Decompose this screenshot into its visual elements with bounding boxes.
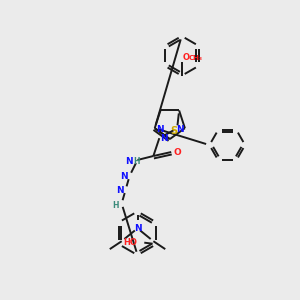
Text: CH₃: CH₃ [189,55,202,61]
Text: N: N [125,158,132,166]
Text: O: O [182,53,189,62]
Text: O: O [173,148,181,157]
Text: S: S [171,126,178,136]
Text: N: N [116,186,124,195]
Text: N: N [120,172,128,181]
Text: N: N [156,124,164,134]
Text: H: H [112,201,119,210]
Text: H: H [133,158,140,166]
Text: HO: HO [124,238,138,247]
Text: N: N [134,224,141,233]
Text: N: N [176,124,184,134]
Text: N: N [160,134,168,142]
